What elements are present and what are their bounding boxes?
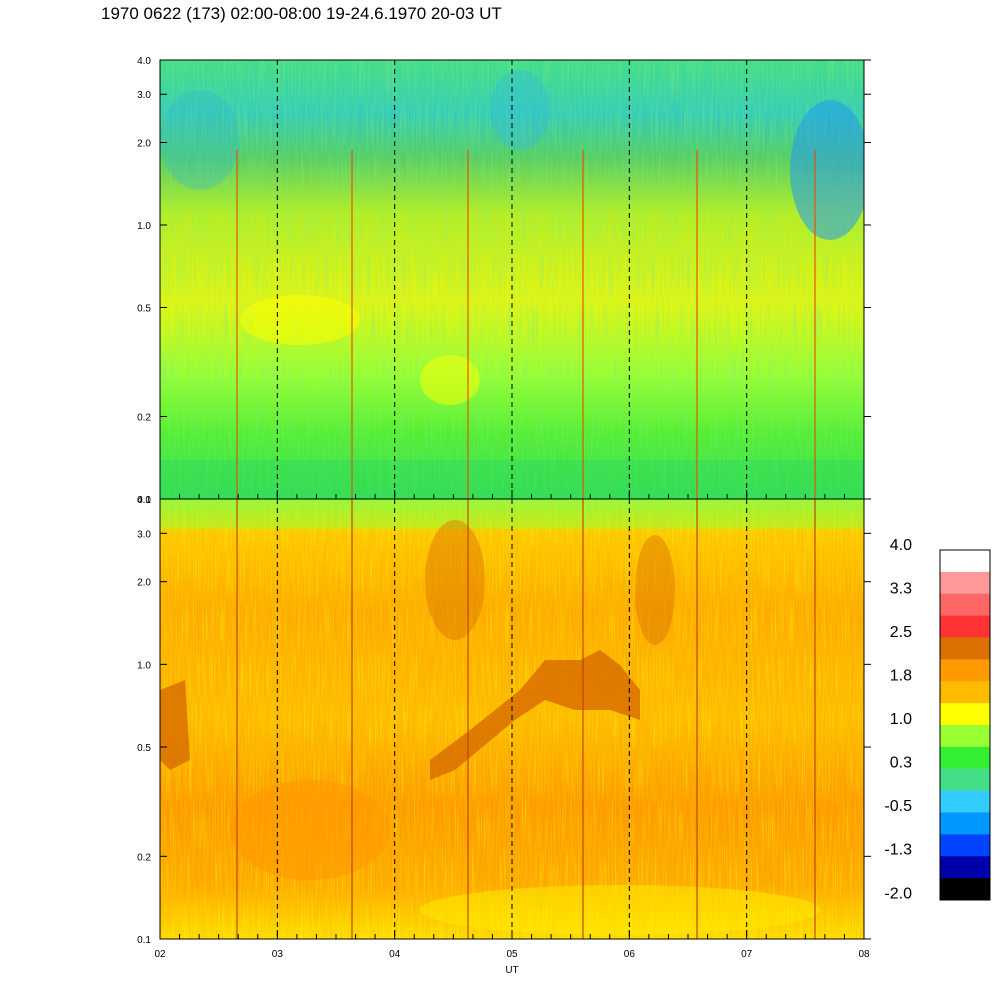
y-tick-label: 0.2 (137, 413, 151, 424)
y-tick-label: 1.0 (137, 221, 151, 232)
colorbar-swatch (940, 834, 990, 857)
x-tick-label: 03 (272, 949, 284, 960)
colorbar-label: 0.3 (890, 755, 912, 772)
colorbar-swatch (940, 571, 990, 595)
colorbar: 4.0 3.3 2.5 1.8 1.0 0.3 -0.5 -1.3 -2.0 (884, 537, 991, 902)
colorbar-swatch (940, 550, 990, 573)
y-tick-label: 2.0 (137, 578, 151, 589)
y-tick-label: 0.5 (137, 743, 151, 754)
colorbar-label: -0.5 (884, 798, 912, 815)
colorbar-label: 1.0 (890, 711, 912, 728)
colorbar-label: -1.3 (884, 842, 912, 859)
y-tick-label: 4.0 (137, 495, 151, 506)
top-panel (160, 60, 864, 499)
colorbar-swatch (940, 615, 990, 638)
colorbar-label: 1.8 (890, 668, 912, 685)
colorbar-frame (939, 549, 991, 901)
x-tick-label: 05 (506, 949, 518, 960)
y-tick-label: 2.0 (137, 138, 151, 149)
axes: 0.10.20.51.02.03.04.00.10.20.51.02.03.04… (137, 56, 871, 976)
y-tick-label: 0.5 (137, 303, 151, 314)
colorbar-label: 3.3 (890, 581, 912, 598)
y-tick-label: 3.0 (137, 529, 151, 540)
colorbar-swatch (940, 703, 990, 726)
colorbar-label: 4.0 (890, 537, 912, 554)
colorbar-label: -2.0 (884, 885, 912, 902)
colorbar-label: 2.5 (890, 624, 912, 641)
colorbar-swatch (940, 856, 990, 879)
colorbar-swatch (940, 812, 990, 835)
y-tick-label: 4.0 (137, 56, 151, 67)
colorbar-swatch (940, 725, 990, 748)
x-tick-label: 04 (389, 949, 401, 960)
y-tick-label: 0.1 (137, 935, 151, 946)
y-tick-label: 0.1 (137, 495, 151, 506)
x-tick-label: 06 (624, 949, 636, 960)
x-tick-label: 07 (741, 949, 753, 960)
x-tick-label: 08 (858, 949, 870, 960)
y-tick-label: 0.2 (137, 852, 151, 863)
colorbar-swatch (940, 746, 990, 770)
x-axis-label: UT (505, 965, 518, 976)
colorbar-swatch (940, 790, 990, 813)
colorbar-swatch (940, 659, 990, 682)
colorbar-swatch (940, 593, 990, 617)
colorbar-swatch (940, 878, 990, 901)
colorbar-swatch (940, 768, 990, 792)
y-tick-label: 3.0 (137, 90, 151, 101)
colorbar-swatch (940, 637, 990, 660)
chart-title: 1970 0622 (173) 02:00-08:00 19-24.6.1970… (101, 4, 502, 23)
y-tick-label: 1.0 (137, 660, 151, 671)
colorbar-swatch (940, 681, 990, 704)
x-tick-label: 02 (154, 949, 166, 960)
